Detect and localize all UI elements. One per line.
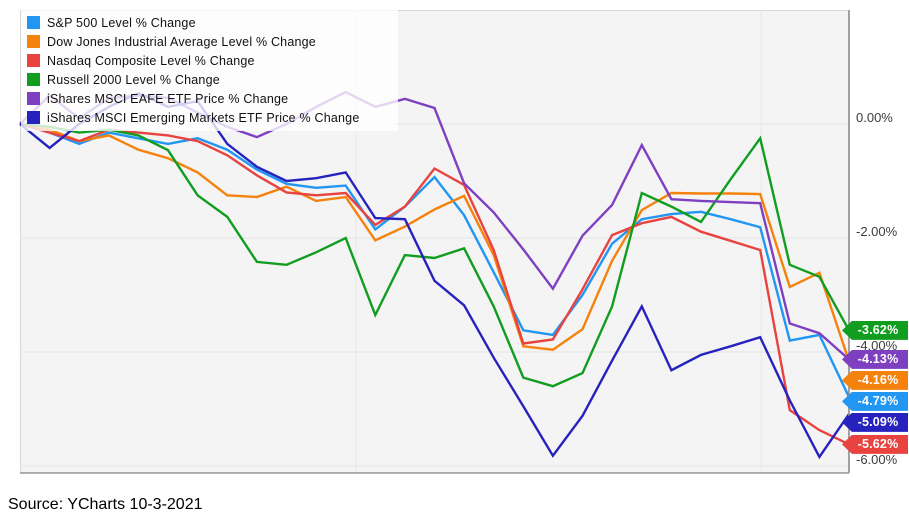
legend-item-label: iShares MSCI EAFE ETF Price % Change [47,91,289,106]
series-end-badge: -4.79% [842,391,908,411]
legend-item-label: S&P 500 Level % Change [47,15,196,30]
legend-swatch-icon [27,73,40,86]
y-axis-tick-label: -4.00% [856,338,898,353]
legend-swatch-icon [27,111,40,124]
legend-item-label: Russell 2000 Level % Change [47,72,220,87]
series-end-badge: -4.13% [842,349,908,369]
legend-item-label: Dow Jones Industrial Average Level % Cha… [47,34,316,49]
series-end-badge: -4.16% [842,370,908,390]
legend-swatch-icon [27,35,40,48]
legend-item-label: iShares MSCI Emerging Markets ETF Price … [47,110,360,125]
series-end-badge: -5.62% [842,434,908,454]
legend-swatch-icon [27,92,40,105]
legend-item-2: Nasdaq Composite Level % Change [27,51,398,70]
legend-swatch-icon [27,54,40,67]
legend-item-label: Nasdaq Composite Level % Change [47,53,255,68]
chart-legend: S&P 500 Level % Change Dow Jones Industri… [21,10,398,131]
series-end-badge: -5.09% [842,412,908,432]
legend-item-5: iShares MSCI Emerging Markets ETF Price … [27,108,398,127]
y-axis-tick-label: -6.00% [856,452,898,467]
legend-item-0: S&P 500 Level % Change [27,13,398,32]
legend-swatch-icon [27,16,40,29]
legend-item-4: iShares MSCI EAFE ETF Price % Change [27,89,398,108]
legend-item-3: Russell 2000 Level % Change [27,70,398,89]
y-axis-tick-label: -2.00% [856,224,898,239]
source-caption: Source: YCharts 10-3-2021 [8,496,203,513]
y-axis-tick-label: 0.00% [856,110,893,125]
legend-item-1: Dow Jones Industrial Average Level % Cha… [27,32,398,51]
series-end-badge: -3.62% [842,320,908,340]
